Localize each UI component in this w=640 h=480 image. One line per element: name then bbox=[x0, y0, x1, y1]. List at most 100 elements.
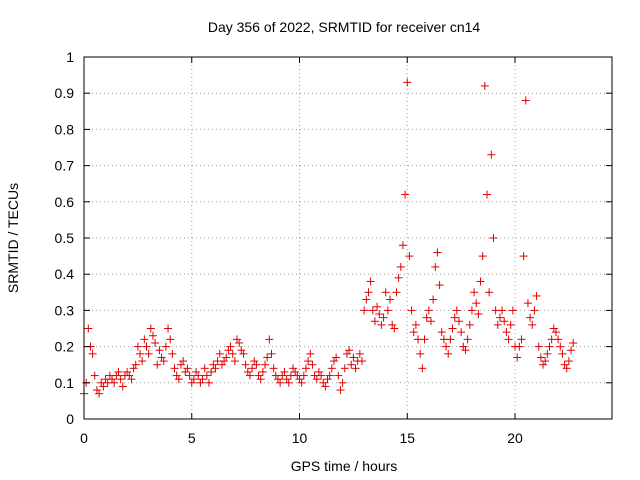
data-point bbox=[183, 364, 192, 373]
data-point bbox=[329, 357, 338, 366]
grid bbox=[84, 57, 612, 419]
data-point bbox=[319, 378, 328, 387]
data-point bbox=[370, 317, 379, 326]
data-point bbox=[202, 371, 211, 380]
data-point bbox=[161, 342, 170, 351]
data-point bbox=[261, 360, 270, 369]
y-tick-label: 0.3 bbox=[55, 302, 75, 318]
data-point bbox=[457, 328, 466, 337]
data-point bbox=[209, 360, 218, 369]
data-point bbox=[388, 320, 397, 329]
data-point bbox=[116, 375, 125, 384]
data-point bbox=[237, 346, 246, 355]
data-point bbox=[252, 360, 261, 369]
data-point bbox=[263, 353, 272, 362]
data-point bbox=[461, 346, 470, 355]
data-point bbox=[108, 375, 117, 384]
data-point bbox=[166, 335, 175, 344]
data-point bbox=[84, 324, 93, 333]
data-point bbox=[187, 378, 196, 387]
data-point bbox=[299, 371, 308, 380]
data-point bbox=[243, 367, 252, 376]
y-tick-label: 0.9 bbox=[55, 85, 75, 101]
data-point bbox=[92, 386, 101, 395]
data-point bbox=[245, 371, 254, 380]
data-point bbox=[549, 324, 558, 333]
data-point bbox=[429, 295, 438, 304]
y-tick-label: 0 bbox=[66, 411, 74, 427]
y-tick-label: 0.1 bbox=[55, 375, 75, 391]
data-point bbox=[377, 320, 386, 329]
data-point bbox=[433, 248, 442, 257]
y-tick-label: 0.8 bbox=[55, 121, 75, 137]
data-point bbox=[392, 288, 401, 297]
data-point bbox=[174, 375, 183, 384]
data-point bbox=[349, 353, 358, 362]
data-point bbox=[422, 313, 431, 322]
data-point bbox=[325, 371, 334, 380]
data-point bbox=[431, 262, 440, 271]
data-point bbox=[567, 346, 576, 355]
data-point bbox=[200, 364, 209, 373]
data-point bbox=[192, 367, 201, 376]
data-point bbox=[170, 364, 179, 373]
data-point bbox=[308, 360, 317, 369]
data-point bbox=[383, 306, 392, 315]
data-point bbox=[267, 349, 276, 358]
data-point bbox=[189, 375, 198, 384]
data-point bbox=[215, 349, 224, 358]
x-tick-label: 5 bbox=[188, 430, 196, 446]
data-point bbox=[426, 317, 435, 326]
data-point bbox=[118, 382, 127, 391]
data-point bbox=[250, 357, 259, 366]
data-point bbox=[437, 328, 446, 337]
data-point bbox=[224, 346, 233, 355]
data-point bbox=[340, 364, 349, 373]
data-point bbox=[217, 360, 226, 369]
data-point bbox=[269, 364, 278, 373]
data-point bbox=[551, 328, 560, 337]
x-tick-label: 10 bbox=[292, 430, 308, 446]
data-point bbox=[493, 320, 502, 329]
x-tick-label: 15 bbox=[399, 430, 415, 446]
data-point bbox=[297, 378, 306, 387]
data-point bbox=[222, 353, 231, 362]
data-point bbox=[558, 349, 567, 358]
data-point bbox=[164, 324, 173, 333]
data-point bbox=[327, 364, 336, 373]
data-point bbox=[314, 367, 323, 376]
data-point bbox=[306, 349, 315, 358]
data-point bbox=[342, 349, 351, 358]
data-point bbox=[403, 78, 412, 87]
data-point bbox=[220, 357, 229, 366]
data-point bbox=[142, 342, 151, 351]
data-point bbox=[241, 360, 250, 369]
data-point bbox=[545, 342, 554, 351]
y-tick-label: 0.5 bbox=[55, 230, 75, 246]
data-point bbox=[375, 310, 384, 319]
data-point bbox=[541, 357, 550, 366]
data-point bbox=[485, 288, 494, 297]
data-points bbox=[80, 78, 578, 398]
data-point bbox=[254, 371, 263, 380]
data-point bbox=[394, 273, 403, 282]
x-axis-title: GPS time / hours bbox=[291, 458, 398, 474]
data-point bbox=[110, 378, 119, 387]
data-point bbox=[554, 335, 563, 344]
data-point bbox=[301, 364, 310, 373]
data-point bbox=[435, 281, 444, 290]
data-point bbox=[291, 367, 300, 376]
data-point bbox=[467, 306, 476, 315]
data-point bbox=[506, 320, 515, 329]
data-point bbox=[450, 313, 459, 322]
y-tick-label: 0.4 bbox=[55, 266, 75, 282]
data-point bbox=[424, 306, 433, 315]
data-point bbox=[364, 288, 373, 297]
data-point bbox=[502, 328, 511, 337]
data-point bbox=[508, 306, 517, 315]
data-point bbox=[379, 313, 388, 322]
data-point bbox=[480, 81, 489, 90]
data-point bbox=[258, 367, 267, 376]
data-point bbox=[230, 357, 239, 366]
